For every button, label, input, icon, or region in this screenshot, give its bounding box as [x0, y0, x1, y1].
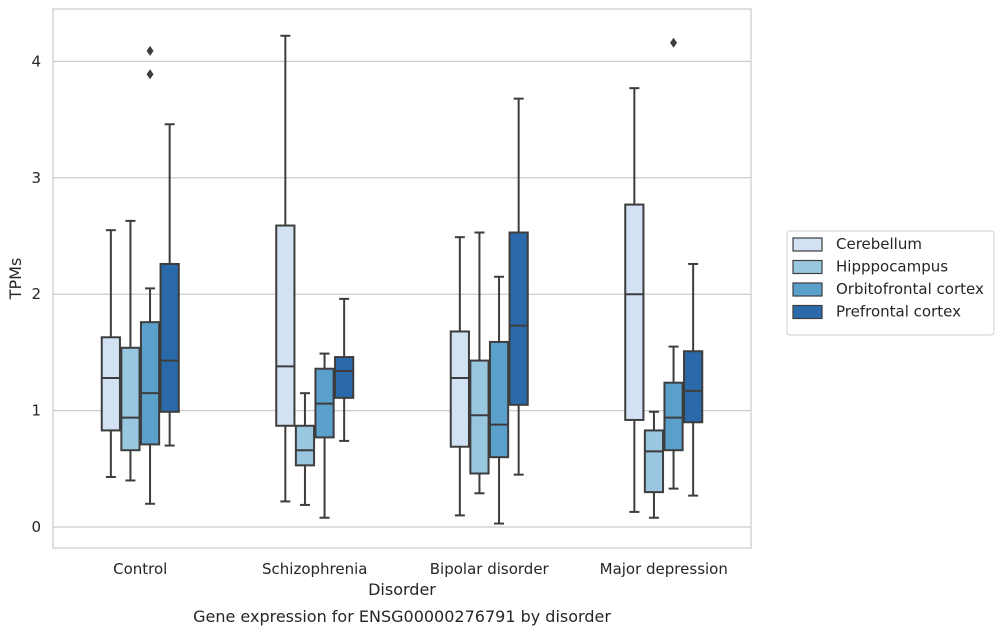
box-iqr [294, 424, 316, 467]
box-iqr [643, 429, 665, 494]
legend-entry: Prefrontal cortex [836, 303, 961, 321]
box-iqr [508, 231, 529, 406]
y-tick-label: 4 [31, 52, 41, 70]
box-cerebellum [449, 236, 470, 517]
box-cerebellum [100, 229, 121, 478]
box-prefrontal-cortex [334, 297, 355, 442]
x-tick-label: Bipolar disorder [430, 560, 550, 578]
box-orbitofrontal-cortex [314, 352, 335, 519]
box-hipppocampus [120, 219, 141, 482]
box-iqr [449, 330, 470, 448]
box-prefrontal-cortex [159, 123, 180, 447]
x-axis-label: Disorder [368, 580, 436, 599]
legend: Cerebellum Hipppocampus Orbitofrontal cort… [786, 230, 995, 336]
box-cerebellum [275, 34, 296, 503]
y-tick-label: 0 [31, 518, 41, 536]
x-tick-label: Control [113, 560, 167, 578]
box-iqr [334, 356, 355, 399]
box-iqr [469, 359, 490, 475]
box-iqr [683, 350, 704, 424]
x-tick-label: Major depression [600, 560, 728, 578]
box-iqr [275, 224, 296, 427]
box-iqr [159, 262, 180, 413]
legend-frame [786, 230, 995, 336]
outlier-point [670, 37, 678, 48]
y-tick-label: 3 [31, 169, 41, 187]
y-axis-ticks: 0 1 2 3 4 [31, 52, 41, 536]
box-iqr [139, 321, 161, 446]
y-tick-label: 1 [31, 402, 41, 420]
legend-swatch [792, 237, 823, 252]
y-axis-label: TPMs [6, 258, 25, 301]
legend-swatch [792, 259, 823, 275]
box-orbitofrontal-cortex [488, 275, 510, 525]
box-iqr [120, 346, 141, 452]
legend-swatch [792, 282, 823, 297]
legend-entry: Hipppocampus [836, 258, 948, 276]
box-orbitofrontal-cortex [663, 37, 684, 490]
x-axis-ticks: Control Schizophrenia Bipolar disorder Majo… [113, 560, 728, 578]
box-iqr [100, 336, 121, 432]
box-iqr [663, 381, 684, 452]
box-prefrontal-cortex [508, 97, 529, 476]
legend-entry: Orbitofrontal cortex [836, 280, 984, 298]
box-cerebellum [624, 87, 645, 513]
box-hipppocampus [643, 410, 665, 519]
box-prefrontal-cortex [683, 262, 704, 497]
x-tick-label: Schizophrenia [262, 560, 367, 578]
y-tick-label: 2 [31, 285, 41, 303]
figure-caption: Gene expression for ENSG00000276791 by d… [193, 607, 611, 626]
box-orbitofrontal-cortex [139, 45, 161, 505]
box-iqr [488, 340, 510, 459]
outlier-point [146, 69, 154, 80]
box-plot-area [100, 34, 704, 525]
plot-frame [52, 8, 752, 549]
box-hipppocampus [469, 231, 490, 495]
box-hipppocampus [294, 392, 316, 506]
box-iqr [624, 203, 645, 421]
outlier-point [146, 45, 154, 56]
legend-swatch [792, 304, 823, 320]
legend-entry: Cerebellum [836, 235, 922, 253]
